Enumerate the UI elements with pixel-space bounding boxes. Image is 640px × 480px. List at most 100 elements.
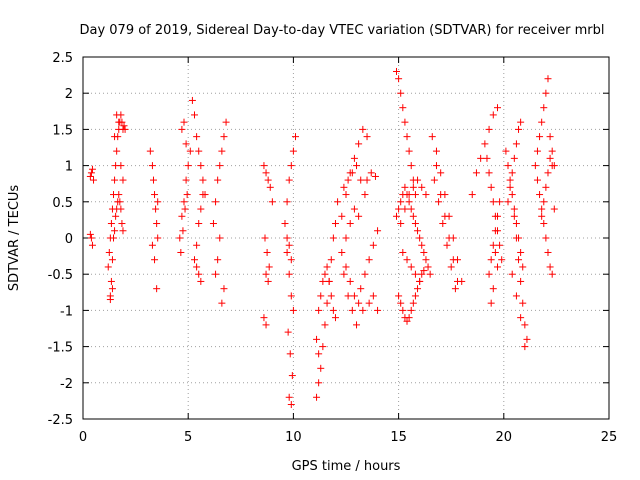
data-point bbox=[319, 277, 327, 285]
y-tick-label: 0.5 bbox=[52, 196, 73, 211]
data-point bbox=[458, 277, 466, 285]
data-point bbox=[212, 198, 220, 206]
data-point bbox=[493, 263, 501, 271]
data-point bbox=[338, 248, 346, 256]
data-point bbox=[315, 306, 323, 314]
data-point bbox=[546, 263, 554, 271]
data-point bbox=[283, 234, 291, 242]
data-point bbox=[407, 263, 415, 271]
data-point bbox=[188, 96, 196, 104]
data-point bbox=[116, 198, 124, 206]
data-point bbox=[395, 292, 403, 300]
data-point bbox=[342, 263, 350, 271]
data-point bbox=[487, 256, 495, 264]
data-point bbox=[152, 205, 160, 213]
data-point bbox=[218, 147, 226, 155]
data-point bbox=[508, 191, 516, 199]
data-point bbox=[414, 285, 422, 293]
data-point bbox=[369, 241, 377, 249]
chart-title: Day 079 of 2019, Sidereal Day-to-day VTE… bbox=[79, 23, 604, 38]
data-point bbox=[191, 111, 199, 119]
data-point bbox=[357, 176, 365, 184]
y-axis-label: SDTVAR / TECUs bbox=[7, 185, 22, 292]
data-point bbox=[191, 256, 199, 264]
data-point bbox=[180, 198, 188, 206]
data-point bbox=[348, 169, 356, 177]
data-point bbox=[110, 234, 118, 242]
data-point bbox=[399, 248, 407, 256]
data-point bbox=[487, 183, 495, 191]
data-point bbox=[506, 183, 514, 191]
data-point bbox=[195, 270, 203, 278]
data-point bbox=[519, 263, 527, 271]
data-point bbox=[357, 285, 365, 293]
data-point bbox=[193, 241, 201, 249]
data-point bbox=[222, 118, 230, 126]
data-point bbox=[536, 191, 544, 199]
x-tick-label: 10 bbox=[285, 430, 302, 445]
x-axis-label: GPS time / hours bbox=[292, 459, 401, 474]
data-point bbox=[264, 277, 272, 285]
data-point bbox=[334, 198, 342, 206]
data-point bbox=[546, 133, 554, 141]
data-point bbox=[153, 285, 161, 293]
data-point bbox=[289, 147, 297, 155]
data-point bbox=[489, 111, 497, 119]
x-tick-label: 5 bbox=[184, 430, 192, 445]
data-point bbox=[182, 140, 190, 148]
data-point bbox=[107, 220, 115, 228]
data-point bbox=[548, 270, 556, 278]
data-point bbox=[113, 147, 121, 155]
data-point bbox=[325, 277, 333, 285]
data-point bbox=[426, 270, 434, 278]
data-point bbox=[548, 162, 556, 170]
data-point bbox=[540, 198, 548, 206]
data-point bbox=[285, 176, 293, 184]
data-point bbox=[515, 125, 523, 133]
data-point bbox=[405, 191, 413, 199]
data-point bbox=[350, 205, 358, 213]
data-point bbox=[199, 191, 207, 199]
data-point bbox=[148, 162, 156, 170]
y-tick-label: -2 bbox=[60, 377, 73, 392]
data-point bbox=[146, 147, 154, 155]
data-point bbox=[367, 169, 375, 177]
data-point bbox=[371, 172, 379, 180]
data-point bbox=[439, 220, 447, 228]
data-point bbox=[151, 256, 159, 264]
data-point bbox=[209, 220, 217, 228]
data-point bbox=[363, 133, 371, 141]
data-point bbox=[340, 270, 348, 278]
data-point bbox=[502, 147, 510, 155]
y-tick-label: 1.5 bbox=[52, 123, 73, 138]
data-point bbox=[184, 162, 192, 170]
data-point bbox=[121, 125, 129, 133]
data-point bbox=[87, 234, 95, 242]
data-point bbox=[472, 169, 480, 177]
data-point bbox=[106, 296, 114, 304]
x-tick-label: 15 bbox=[390, 430, 407, 445]
data-point bbox=[287, 292, 295, 300]
data-point bbox=[512, 292, 520, 300]
data-point bbox=[283, 198, 291, 206]
y-tick-label: -0.5 bbox=[48, 268, 73, 283]
data-point bbox=[432, 147, 440, 155]
data-point bbox=[517, 277, 525, 285]
data-point bbox=[441, 191, 449, 199]
y-tick-label: 2.5 bbox=[52, 51, 73, 66]
data-point bbox=[193, 263, 201, 271]
data-point bbox=[288, 372, 296, 380]
data-point bbox=[260, 314, 268, 322]
data-point bbox=[342, 191, 350, 199]
data-point bbox=[510, 212, 518, 220]
data-point bbox=[491, 227, 499, 235]
data-point bbox=[447, 263, 455, 271]
axis-ticks: 0 5 10 15 20 25 -2.5 -2 -1.5 -1 -0.5 0 0.5 1 1.5 2 2.5 bbox=[48, 51, 618, 445]
data-point bbox=[86, 230, 94, 238]
data-point bbox=[350, 292, 358, 300]
data-point bbox=[178, 125, 186, 133]
data-point bbox=[418, 183, 426, 191]
data-point bbox=[477, 154, 485, 162]
data-point bbox=[117, 205, 125, 213]
